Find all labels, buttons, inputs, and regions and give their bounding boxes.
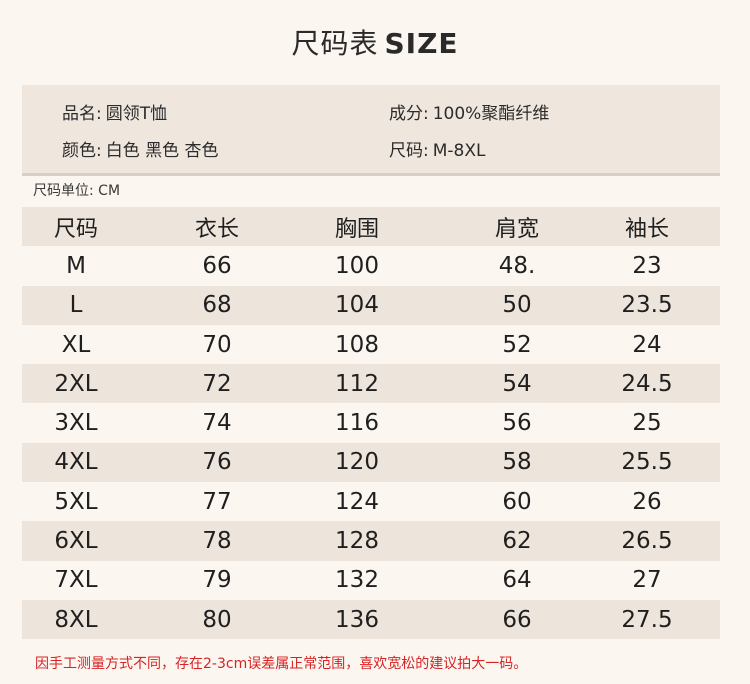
cell-chest: 124 bbox=[335, 488, 379, 515]
cell-length: 80 bbox=[202, 606, 232, 633]
cell-sleeve: 23.5 bbox=[621, 292, 673, 319]
size-range-row: 尺码: M-8XL bbox=[389, 136, 485, 161]
cell-shoulder: 50 bbox=[502, 292, 532, 319]
cell-length: 76 bbox=[202, 449, 232, 476]
material-value: 100%聚酯纤维 bbox=[432, 104, 550, 124]
cell-length: 79 bbox=[202, 567, 232, 594]
table-row: L 68 104 50 23.5 bbox=[22, 285, 720, 325]
cell-chest: 128 bbox=[335, 528, 379, 555]
cell-shoulder: 66 bbox=[502, 606, 532, 633]
cell-shoulder: 58 bbox=[502, 449, 532, 476]
cell-chest: 132 bbox=[335, 567, 379, 594]
size-table: 尺码 衣长 胸围 肩宽 袖长 M 66 100 48. 23 L 68 104 50 23.5 XL… bbox=[22, 207, 720, 640]
cell-length: 77 bbox=[202, 488, 232, 515]
cell-shoulder: 56 bbox=[502, 410, 532, 437]
header-size: 尺码 bbox=[53, 216, 98, 242]
product-name-value: 圆领T恤 bbox=[105, 104, 168, 124]
header-sleeve: 袖长 bbox=[624, 216, 669, 242]
table-row: 4XL 76 120 58 25.5 bbox=[22, 442, 720, 483]
table-row: XL 70 108 52 24 bbox=[22, 325, 720, 364]
cell-length: 72 bbox=[202, 370, 232, 397]
header-chest: 胸围 bbox=[334, 216, 379, 242]
cell-shoulder: 48. bbox=[498, 252, 536, 279]
cell-size: 4XL bbox=[54, 449, 98, 476]
size-range-value: M-8XL bbox=[432, 141, 486, 161]
cell-length: 68 bbox=[202, 292, 232, 319]
title-en: SIZE bbox=[384, 27, 459, 60]
table-row: 3XL 74 116 56 25 bbox=[22, 403, 720, 442]
cell-sleeve: 26.5 bbox=[621, 528, 673, 555]
cell-size: M bbox=[66, 252, 86, 279]
table-row: 8XL 80 136 66 27.5 bbox=[22, 599, 720, 640]
cell-chest: 136 bbox=[335, 606, 379, 633]
table-row: M 66 100 48. 23 bbox=[22, 246, 720, 285]
cell-sleeve: 27 bbox=[632, 567, 662, 594]
material-label: 成分: bbox=[389, 104, 429, 124]
color-row: 颜色: 白色 黑色 杏色 bbox=[62, 136, 219, 161]
cell-shoulder: 52 bbox=[502, 331, 532, 358]
cell-size: XL bbox=[61, 331, 91, 358]
color-value: 白色 黑色 杏色 bbox=[105, 141, 219, 161]
header-length: 衣长 bbox=[194, 216, 239, 242]
table-row: 6XL 78 128 62 26.5 bbox=[22, 521, 720, 561]
cell-shoulder: 62 bbox=[502, 528, 532, 555]
product-name-label: 品名: bbox=[62, 104, 102, 124]
cell-sleeve: 26 bbox=[632, 488, 662, 515]
cell-shoulder: 54 bbox=[502, 370, 532, 397]
cell-chest: 104 bbox=[335, 292, 379, 319]
header-shoulder: 肩宽 bbox=[494, 216, 539, 242]
material-row: 成分: 100%聚酯纤维 bbox=[389, 99, 549, 124]
cell-shoulder: 64 bbox=[502, 567, 532, 594]
page-title: 尺码表 SIZE bbox=[0, 22, 750, 62]
cell-shoulder: 60 bbox=[502, 488, 532, 515]
cell-size: 6XL bbox=[54, 528, 98, 555]
table-row: 5XL 77 124 60 26 bbox=[22, 482, 720, 521]
cell-size: 3XL bbox=[54, 410, 98, 437]
cell-chest: 108 bbox=[335, 331, 379, 358]
cell-sleeve: 24 bbox=[632, 331, 662, 358]
cell-chest: 100 bbox=[335, 252, 379, 279]
cell-size: 2XL bbox=[54, 370, 98, 397]
table-header-row: 尺码 衣长 胸围 肩宽 袖长 bbox=[22, 207, 720, 247]
cell-sleeve: 25 bbox=[632, 410, 662, 437]
product-info-box: 品名: 圆领T恤 成分: 100%聚酯纤维 颜色: 白色 黑色 杏色 尺码: M-8XL bbox=[22, 85, 720, 176]
cell-size: L bbox=[69, 292, 83, 319]
cell-length: 74 bbox=[202, 410, 232, 437]
measurement-note: 因手工测量方式不同，存在2-3cm误差属正常范围，喜欢宽松的建议拍大一码。 bbox=[35, 656, 528, 672]
cell-size: 7XL bbox=[54, 567, 98, 594]
cell-length: 70 bbox=[202, 331, 232, 358]
cell-sleeve: 27.5 bbox=[621, 606, 673, 633]
cell-sleeve: 23 bbox=[632, 252, 662, 279]
cell-length: 78 bbox=[202, 528, 232, 555]
product-name-row: 品名: 圆领T恤 bbox=[62, 99, 167, 124]
cell-sleeve: 25.5 bbox=[621, 449, 673, 476]
table-body: M 66 100 48. 23 L 68 104 50 23.5 XL 70 108 52 24 2XL 72 1… bbox=[22, 246, 720, 640]
table-row: 2XL 72 112 54 24.5 bbox=[22, 364, 720, 404]
cell-chest: 116 bbox=[335, 410, 379, 437]
title-cn: 尺码表 bbox=[291, 27, 379, 60]
cell-chest: 120 bbox=[335, 449, 379, 476]
cell-length: 66 bbox=[202, 252, 232, 279]
cell-size: 8XL bbox=[54, 606, 98, 633]
cell-chest: 112 bbox=[335, 370, 379, 397]
table-row: 7XL 79 132 64 27 bbox=[22, 561, 720, 600]
unit-label: 尺码单位: CM bbox=[33, 183, 121, 199]
cell-sleeve: 24.5 bbox=[621, 370, 673, 397]
size-range-label: 尺码: bbox=[389, 141, 429, 161]
color-label: 颜色: bbox=[62, 141, 102, 161]
cell-size: 5XL bbox=[54, 488, 98, 515]
